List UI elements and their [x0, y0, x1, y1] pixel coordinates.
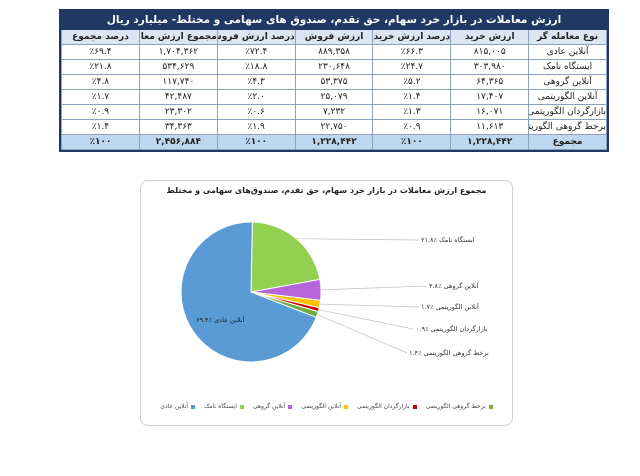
- table-row: آنلاین گروهی ۶۴,۳۶۵ ٪۵.۲ ۵۳,۳۷۵ ٪۴.۳ ۱۱۷…: [61, 74, 607, 90]
- cell: ٪۴.۳: [216, 74, 296, 90]
- legend-item: آنلاین گروهی: [253, 403, 293, 410]
- table-title: ارزش معاملات در بازار خرد سهام، حق تقدم،…: [61, 11, 607, 30]
- cell: ٪۱۰۰: [372, 134, 452, 150]
- col-header-buy-pct: درصد ارزش خرید: [372, 29, 452, 45]
- cell: ۸۸۹,۳۵۸: [294, 44, 374, 60]
- leader-lines: [296, 238, 428, 354]
- legend-item: آنلاین الگوریتمی: [301, 403, 349, 410]
- cell: ٪۰.۹: [372, 119, 452, 135]
- cell: آنلاین عادی: [528, 44, 607, 60]
- cell: ۱۱,۶۱۳: [450, 119, 530, 135]
- cell: ۱۱۷,۷۴۰: [138, 74, 218, 90]
- cell: ۵۳,۳۷۵: [294, 74, 374, 90]
- legend-swatch-icon: [344, 404, 349, 409]
- legend-swatch-icon: [288, 404, 293, 409]
- cell: ٪۱.۹: [216, 119, 296, 135]
- col-header-sell-pct: درصد ارزش فروش: [216, 29, 296, 45]
- col-header-total-value: مجموع ارزش معاملات: [138, 29, 218, 45]
- table-row: بازارگردان الگوریتمی ۱۶,۰۷۱ ٪۱.۳ ۷,۲۳۲ ٪…: [61, 104, 607, 120]
- cell: ۱۷,۴۰۷: [450, 89, 530, 105]
- cell: ٪۱.۴: [372, 89, 452, 105]
- cell: مجموع: [528, 134, 607, 150]
- cell: ٪۰.۶: [216, 104, 296, 120]
- cell: ایستگاه نامک: [528, 59, 607, 75]
- trade-value-table: ارزش معاملات در بازار خرد سهام، حق تقدم،…: [59, 9, 609, 152]
- slice-label-1: ایستگاه نامک ٪۲۱.۸: [421, 236, 475, 244]
- cell: ۳۴,۳۶۳: [138, 119, 218, 135]
- cell: ۷,۲۳۲: [294, 104, 374, 120]
- slice-label-0: آنلاین عادی ٪۶۹.۴: [196, 316, 245, 324]
- pie-slice: [180, 221, 317, 363]
- cell: ٪۴.۸: [61, 74, 140, 90]
- cell: ٪۶۹.۴: [61, 44, 140, 60]
- legend-item: ایستگاه نامک: [204, 403, 244, 410]
- cell: برخط گروهی الگوریتمی: [528, 119, 607, 135]
- slice-label-3: آنلاین الگوریتمی ٪۱.۷: [421, 303, 479, 311]
- legend-swatch-icon: [191, 404, 196, 409]
- table-header-row: نوع معامله گر ارزش خرید درصد ارزش خرید ا…: [61, 29, 607, 45]
- cell: ۴۲,۴۸۷: [138, 89, 218, 105]
- chart-legend: آنلاین عادی ایستگاه نامک آنلاین گروهی آن…: [147, 403, 506, 410]
- cell: ۲۳,۳۰۲: [138, 104, 218, 120]
- col-header-total-pct: درصد مجموع: [61, 29, 140, 45]
- cell: ۵۳۴,۶۲۹: [138, 59, 218, 75]
- cell: بازارگردان الگوریتمی: [528, 104, 607, 120]
- pie-chart: مجموع ارزش معاملات در بازار خرد سهام، حق…: [140, 180, 513, 426]
- table-total-row: مجموع ۱,۲۲۸,۴۴۲ ٪۱۰۰ ۱,۲۲۸,۴۴۲ ٪۱۰۰ ۲,۴۵…: [61, 134, 607, 150]
- pie-slices: [180, 221, 322, 363]
- col-header-trader-type: نوع معامله گر: [528, 29, 607, 45]
- cell: ٪۶۶.۳: [372, 44, 452, 60]
- legend-swatch-icon: [412, 404, 417, 409]
- table-row: آنلاین الگوریتمی ۱۷,۴۰۷ ٪۱.۴ ۲۵,۰۷۹ ٪۲.۰…: [61, 89, 607, 105]
- cell: ۲,۴۵۶,۸۸۴: [138, 134, 218, 150]
- cell: ۲۲,۷۵۰: [294, 119, 374, 135]
- legend-item: بازارگردان الگوریتمی: [357, 403, 417, 410]
- col-header-buy-value: ارزش خرید: [450, 29, 530, 45]
- cell: ۱,۲۲۸,۴۴۲: [450, 134, 530, 150]
- cell: ۳۰۳,۹۸۰: [450, 59, 530, 75]
- cell: ٪۲۱.۸: [61, 59, 140, 75]
- legend-item: آنلاین عادی: [160, 403, 196, 410]
- cell: ٪۵.۲: [372, 74, 452, 90]
- slice-label-5: برخط گروهی الگوریتمی ٪۱.۴: [409, 349, 489, 357]
- col-header-sell-value: ارزش فروش: [294, 29, 374, 45]
- cell: ٪۷۲.۴: [216, 44, 296, 60]
- cell: ٪۱.۷: [61, 89, 140, 105]
- cell: ۱,۷۰۴,۳۶۲: [138, 44, 218, 60]
- cell: آنلاین گروهی: [528, 74, 607, 90]
- cell: ۱۶,۰۷۱: [450, 104, 530, 120]
- cell: ۸۱۵,۰۰۵: [450, 44, 530, 60]
- cell: ٪۰.۹: [61, 104, 140, 120]
- chart-title: مجموع ارزش معاملات در بازار خرد سهام، حق…: [166, 186, 487, 195]
- table-row: برخط گروهی الگوریتمی ۱۱,۶۱۳ ٪۰.۹ ۲۲,۷۵۰ …: [61, 119, 607, 135]
- cell: ۱,۲۲۸,۴۴۲: [294, 134, 374, 150]
- legend-swatch-icon: [239, 404, 244, 409]
- cell: ۲۵,۰۷۹: [294, 89, 374, 105]
- cell: ٪۱۸.۸: [216, 59, 296, 75]
- cell: ٪۱۰۰: [61, 134, 140, 150]
- cell: ٪۱.۳: [372, 104, 452, 120]
- cell: ۶۴,۳۶۵: [450, 74, 530, 90]
- legend-item: برخط گروهی الگوریتمی: [426, 403, 493, 410]
- pie-plot-area: [180, 221, 428, 363]
- table-row: آنلاین عادی ۸۱۵,۰۰۵ ٪۶۶.۳ ۸۸۹,۳۵۸ ٪۷۲.۴ …: [61, 44, 607, 60]
- cell: ۲۳۰,۶۴۸: [294, 59, 374, 75]
- legend-swatch-icon: [488, 404, 493, 409]
- cell: ٪۲.۰: [216, 89, 296, 105]
- cell: آنلاین الگوریتمی: [528, 89, 607, 105]
- cell: ٪۱۰۰: [216, 134, 296, 150]
- cell: ٪۲۴.۷: [372, 59, 452, 75]
- cell: ٪۱.۴: [61, 119, 140, 135]
- slice-label-2: آنلاین گروهی ٪۴.۸: [429, 282, 479, 290]
- slice-label-4: بازارگردان الگوریتمی ٪۰.۹: [416, 325, 488, 333]
- table-row: ایستگاه نامک ۳۰۳,۹۸۰ ٪۲۴.۷ ۲۳۰,۶۴۸ ٪۱۸.۸…: [61, 59, 607, 75]
